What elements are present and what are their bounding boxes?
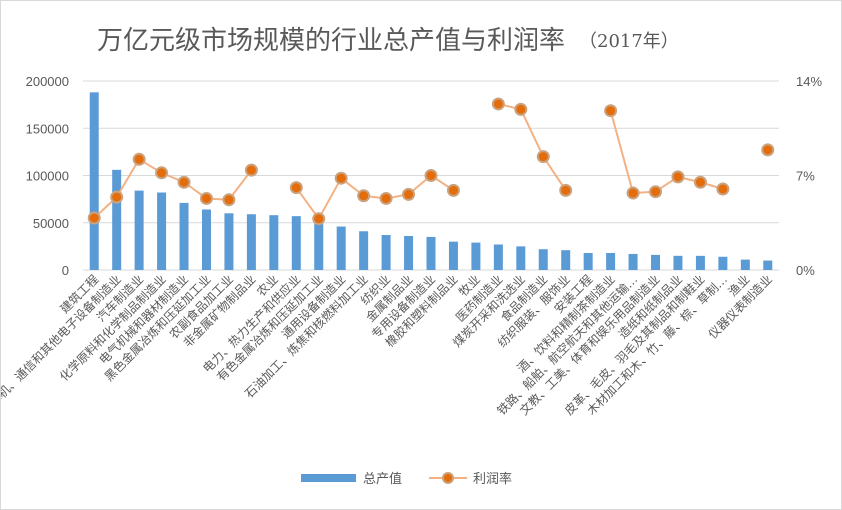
line-point bbox=[491, 97, 505, 111]
bar bbox=[740, 259, 750, 270]
line-point bbox=[222, 193, 236, 207]
bar bbox=[404, 235, 414, 270]
bar bbox=[359, 231, 369, 270]
bar bbox=[695, 255, 705, 270]
left-axis-tick: 0 bbox=[62, 263, 69, 278]
line-point bbox=[334, 171, 348, 185]
chart-title: 万亿元级市场规模的行业总产值与利润率 bbox=[97, 26, 565, 56]
line-point bbox=[289, 181, 303, 195]
left-axis-tick: 200000 bbox=[26, 74, 69, 89]
bar bbox=[201, 209, 211, 270]
line-point bbox=[177, 175, 191, 189]
line-point bbox=[671, 170, 685, 184]
bar bbox=[179, 202, 189, 270]
bar bbox=[493, 244, 503, 270]
bar bbox=[269, 215, 279, 270]
line-segment bbox=[115, 158, 140, 198]
line-point bbox=[132, 152, 146, 166]
line-point bbox=[402, 187, 416, 201]
bar bbox=[583, 252, 593, 270]
bar bbox=[336, 226, 346, 270]
line-point bbox=[155, 166, 169, 180]
bar bbox=[157, 192, 167, 270]
line-point bbox=[446, 183, 460, 197]
bar bbox=[381, 235, 391, 270]
line-point bbox=[559, 183, 573, 197]
chart-subtitle: （2017年） bbox=[579, 31, 679, 52]
bar bbox=[763, 260, 773, 270]
line-point bbox=[649, 185, 663, 199]
left-axis-tick: 150000 bbox=[26, 121, 69, 136]
line-point bbox=[199, 191, 213, 205]
line-point bbox=[536, 150, 550, 164]
bar bbox=[448, 241, 458, 270]
line-point bbox=[379, 191, 393, 205]
legend-label-output: 总产值 bbox=[363, 471, 402, 487]
bar bbox=[538, 249, 548, 270]
legend-label-margin: 利润率 bbox=[473, 471, 512, 487]
bar bbox=[561, 250, 571, 270]
bar bbox=[426, 236, 436, 270]
left-axis-tick: 100000 bbox=[26, 169, 69, 184]
line-segment bbox=[609, 110, 635, 194]
bar bbox=[628, 253, 638, 270]
line-point bbox=[604, 104, 618, 118]
line-point bbox=[424, 169, 438, 182]
bar bbox=[673, 255, 683, 270]
bar bbox=[246, 214, 256, 270]
left-axis-tick: 50000 bbox=[33, 216, 69, 231]
bar bbox=[606, 252, 616, 270]
line-point bbox=[716, 182, 730, 196]
line-point bbox=[110, 190, 124, 204]
line-segment bbox=[317, 177, 343, 220]
bar bbox=[291, 216, 301, 270]
bar bbox=[471, 242, 481, 270]
bar bbox=[112, 169, 122, 270]
bar bbox=[89, 92, 99, 270]
line-point bbox=[761, 143, 775, 157]
legend-bar-swatch bbox=[301, 474, 356, 482]
line-point bbox=[626, 186, 640, 200]
line-point bbox=[514, 102, 528, 116]
line-point bbox=[87, 211, 101, 225]
legend-marker bbox=[442, 472, 454, 484]
bar bbox=[134, 190, 144, 270]
right-axis-tick: 7% bbox=[796, 169, 815, 184]
line-point bbox=[244, 163, 258, 177]
line-point bbox=[357, 189, 371, 203]
bar bbox=[314, 218, 324, 270]
bar bbox=[651, 254, 661, 270]
line-segment bbox=[542, 156, 567, 191]
line-point bbox=[312, 212, 326, 226]
line-segment bbox=[519, 108, 545, 158]
right-axis-tick: 14% bbox=[796, 74, 822, 89]
right-axis-tick: 0% bbox=[796, 263, 815, 278]
bar bbox=[224, 213, 234, 270]
legend: 总产值 利润率 bbox=[301, 471, 512, 487]
line-point bbox=[693, 175, 707, 189]
bar bbox=[718, 256, 728, 270]
bar bbox=[516, 246, 526, 270]
